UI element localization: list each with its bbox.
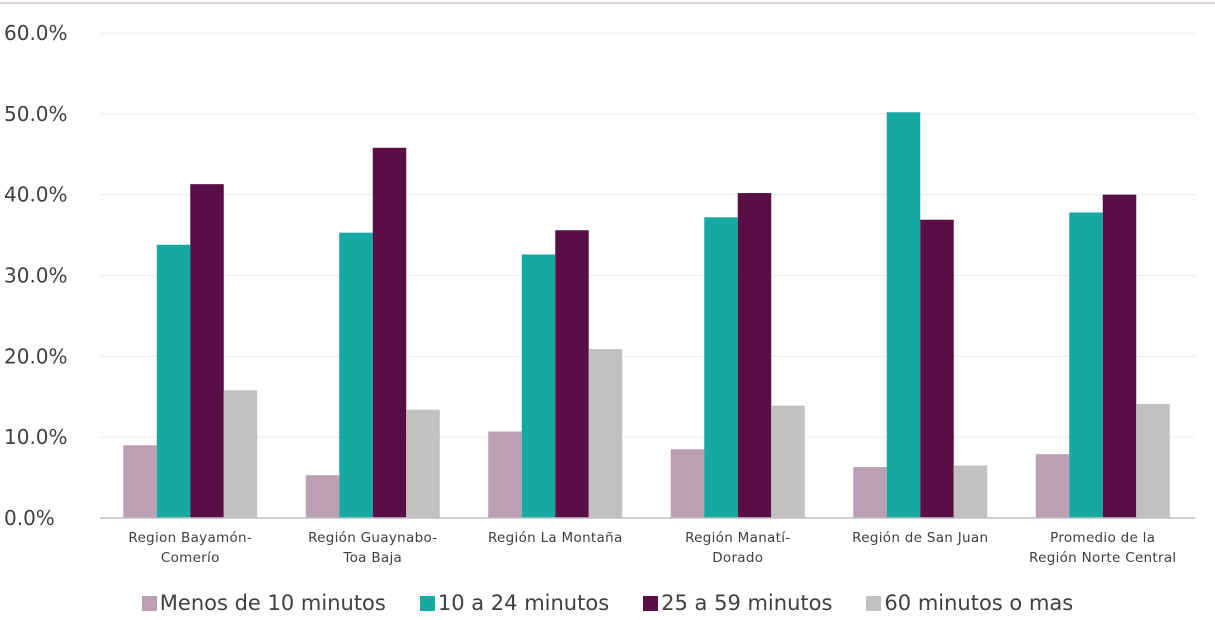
legend-item: 10 a 24 minutos: [419, 591, 610, 615]
bar: [1035, 454, 1070, 518]
legend-swatch: [419, 595, 435, 611]
bar: [339, 232, 373, 519]
bar: [853, 467, 887, 518]
bar: [555, 230, 589, 518]
bar: [704, 217, 738, 519]
x-tick-label: Región Norte Central: [1029, 550, 1176, 566]
legend-item: 60 minutos o mas: [866, 591, 1073, 615]
bar: [223, 390, 258, 518]
legend-swatch: [866, 595, 882, 611]
x-tick-label: Dorado: [712, 550, 763, 566]
legend-label: 60 minutos o mas: [884, 591, 1074, 615]
x-tick-label: Región Guaynabo-: [308, 530, 437, 546]
y-tick-label: 60.0%: [4, 21, 68, 45]
bar: [488, 431, 522, 518]
bar: [1069, 212, 1103, 518]
bar: [305, 475, 340, 518]
x-tick-label: Región Manatí-: [685, 530, 790, 546]
y-tick-label: 40.0%: [4, 183, 68, 207]
bar: [886, 112, 921, 518]
y-tick-label: 20.0%: [4, 344, 68, 368]
legend: Menos de 10 minutos 10 a 24 minutos 25 a 5…: [0, 588, 1215, 618]
x-tick-label: Comerío: [161, 550, 220, 566]
bar: [1136, 404, 1170, 518]
legend-item: Menos de 10 minutos: [141, 591, 386, 615]
bar: [190, 184, 224, 519]
legend-label: Menos de 10 minutos: [159, 591, 386, 615]
bar: [156, 244, 191, 519]
bar: [953, 465, 988, 518]
y-tick-label: 30.0%: [4, 264, 68, 288]
legend-label: 25 a 59 minutos: [661, 591, 833, 615]
legend-label: 10 a 24 minutos: [437, 591, 610, 615]
x-tick-label: Región La Montaña: [488, 530, 623, 546]
legend-swatch: [141, 595, 157, 611]
bar: [771, 405, 805, 518]
x-tick-label: Región de San Juan: [852, 530, 988, 546]
bar: [406, 409, 440, 518]
y-axis-tick-labels: 0.0% 10.0% 20.0% 30.0% 40.0% 50.0% 60.0%: [4, 21, 68, 530]
y-tick-label: 50.0%: [4, 102, 68, 126]
bars: [123, 112, 1170, 519]
x-tick-label: Region Bayamón-: [128, 530, 252, 546]
bar: [737, 193, 772, 519]
bar: [123, 445, 157, 518]
bar: [521, 254, 556, 518]
bar: [670, 449, 705, 518]
x-axis-tick-labels: Region Bayamón- Comerío Región Guaynabo- To…: [128, 530, 1176, 566]
bar: [372, 147, 407, 519]
x-tick-label: Toa Baja: [342, 550, 402, 566]
x-tick-label: Promedio de la: [1050, 530, 1155, 546]
bar: [588, 349, 623, 518]
y-tick-label: 0.0%: [4, 506, 55, 530]
legend-swatch: [643, 595, 659, 611]
bar: [1102, 194, 1137, 518]
legend-item: 25 a 59 minutos: [643, 591, 832, 615]
gridlines: [100, 32, 1195, 438]
bar: [920, 219, 954, 518]
y-tick-label: 10.0%: [4, 425, 68, 449]
